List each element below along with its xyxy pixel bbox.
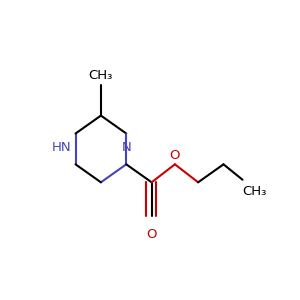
Text: N: N [122, 141, 131, 154]
Text: HN: HN [52, 141, 72, 154]
Text: CH₃: CH₃ [89, 69, 113, 82]
Text: O: O [146, 228, 157, 242]
Text: CH₃: CH₃ [242, 185, 267, 198]
Text: O: O [169, 149, 180, 162]
